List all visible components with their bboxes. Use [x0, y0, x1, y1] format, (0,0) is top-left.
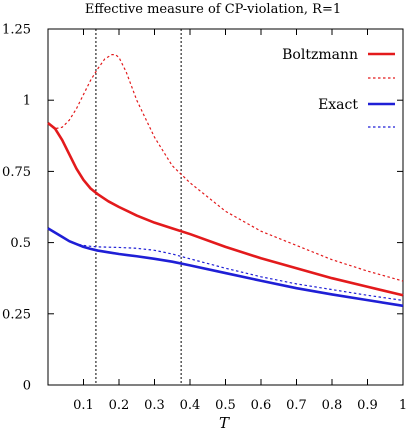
plot-border	[47, 28, 404, 386]
x-tick-label: 0.1	[73, 398, 94, 413]
x-tick-label: 0.7	[286, 398, 307, 413]
reference-lines	[95, 29, 182, 385]
legend: Boltzmann Exact	[282, 47, 395, 128]
series-lines	[47, 54, 404, 308]
x-tick-label: 0.4	[180, 398, 201, 413]
series-line-1	[47, 121, 404, 297]
y-tick-label: 1.25	[2, 23, 31, 38]
legend-label: Exact	[318, 97, 358, 113]
series-line-3	[47, 227, 404, 308]
y-tick-label: 1	[23, 94, 31, 109]
x-tick-label: 0.8	[322, 398, 343, 413]
x-tick-label: 0.6	[251, 398, 272, 413]
x-tick-label: 0.5	[215, 398, 236, 413]
x-axis-label: T	[219, 414, 230, 432]
x-tick-label: 0.2	[109, 398, 130, 413]
x-tick-label: 1	[399, 398, 407, 413]
chart-title: Effective measure of CP-violation, R=1	[85, 2, 341, 17]
y-tick-label: 0.5	[10, 236, 31, 251]
series-line-4	[47, 227, 404, 302]
y-axis-ticks: 0 0.25 0.5 0.75 1 1.25	[2, 23, 403, 394]
y-tick-label: 0	[23, 379, 31, 394]
plot-frame	[47, 28, 404, 386]
y-tick-label: 0.75	[2, 165, 31, 180]
x-tick-label: 0.3	[144, 398, 165, 413]
x-tick-label: 0.9	[357, 398, 378, 413]
x-axis-ticks: 0.1 0.2 0.3 0.4 0.5 0.6 0.7 0.8 0.9 1	[73, 29, 407, 413]
y-tick-label: 0.25	[2, 307, 31, 322]
legend-label: Boltzmann	[282, 47, 358, 63]
series-line-2	[47, 54, 404, 282]
